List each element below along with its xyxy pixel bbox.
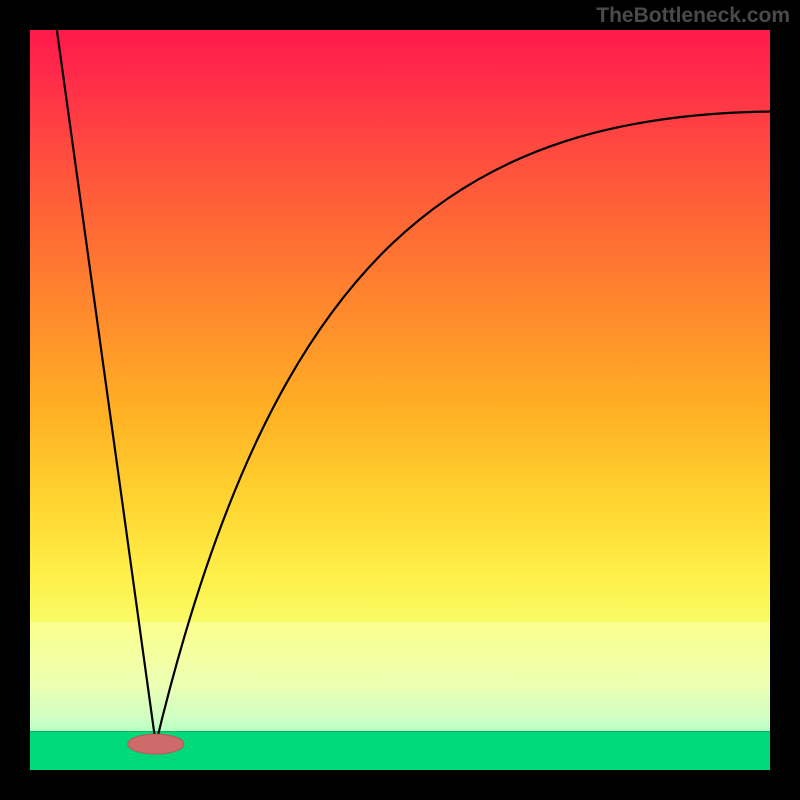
chart-container: TheBottleneck.com <box>0 0 800 800</box>
bottleneck-chart <box>0 0 800 800</box>
